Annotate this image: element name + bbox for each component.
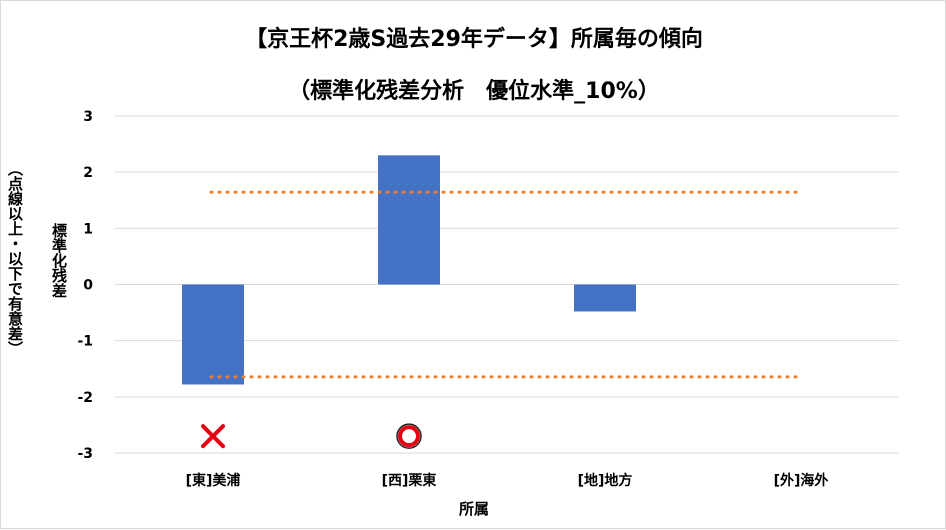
bar xyxy=(574,284,636,312)
cross-icon xyxy=(201,424,225,449)
chart-title-line2: （標準化残差分析 優位水準_10%） xyxy=(288,79,660,104)
y-tick-label: 1 xyxy=(83,221,93,237)
y-tick-label: 0 xyxy=(83,278,93,294)
y-axis-title: 標準化残差 xyxy=(50,223,68,298)
y-tick-label: -3 xyxy=(77,446,93,462)
y-tick-label: -1 xyxy=(77,334,93,350)
x-tick-label: [東]美浦 xyxy=(186,472,241,489)
x-axis-title: 所属 xyxy=(458,500,489,518)
bar xyxy=(182,284,244,385)
bar xyxy=(378,155,440,285)
x-tick-label: [西]栗東 xyxy=(382,472,437,489)
y-axis-subtitle: （点線以上・以下で有意差） xyxy=(6,161,24,356)
circle-icon-ring xyxy=(398,425,420,448)
y-tick-label: 3 xyxy=(83,109,93,125)
y-tick-label: 2 xyxy=(83,165,93,181)
x-tick-label: [外]海外 xyxy=(774,472,829,489)
y-tick-label: -2 xyxy=(77,390,93,406)
chart-title-line1: 【京王杯2歳S過去29年データ】所属毎の傾向 xyxy=(245,27,703,52)
x-tick-label: [地]地方 xyxy=(578,472,633,489)
